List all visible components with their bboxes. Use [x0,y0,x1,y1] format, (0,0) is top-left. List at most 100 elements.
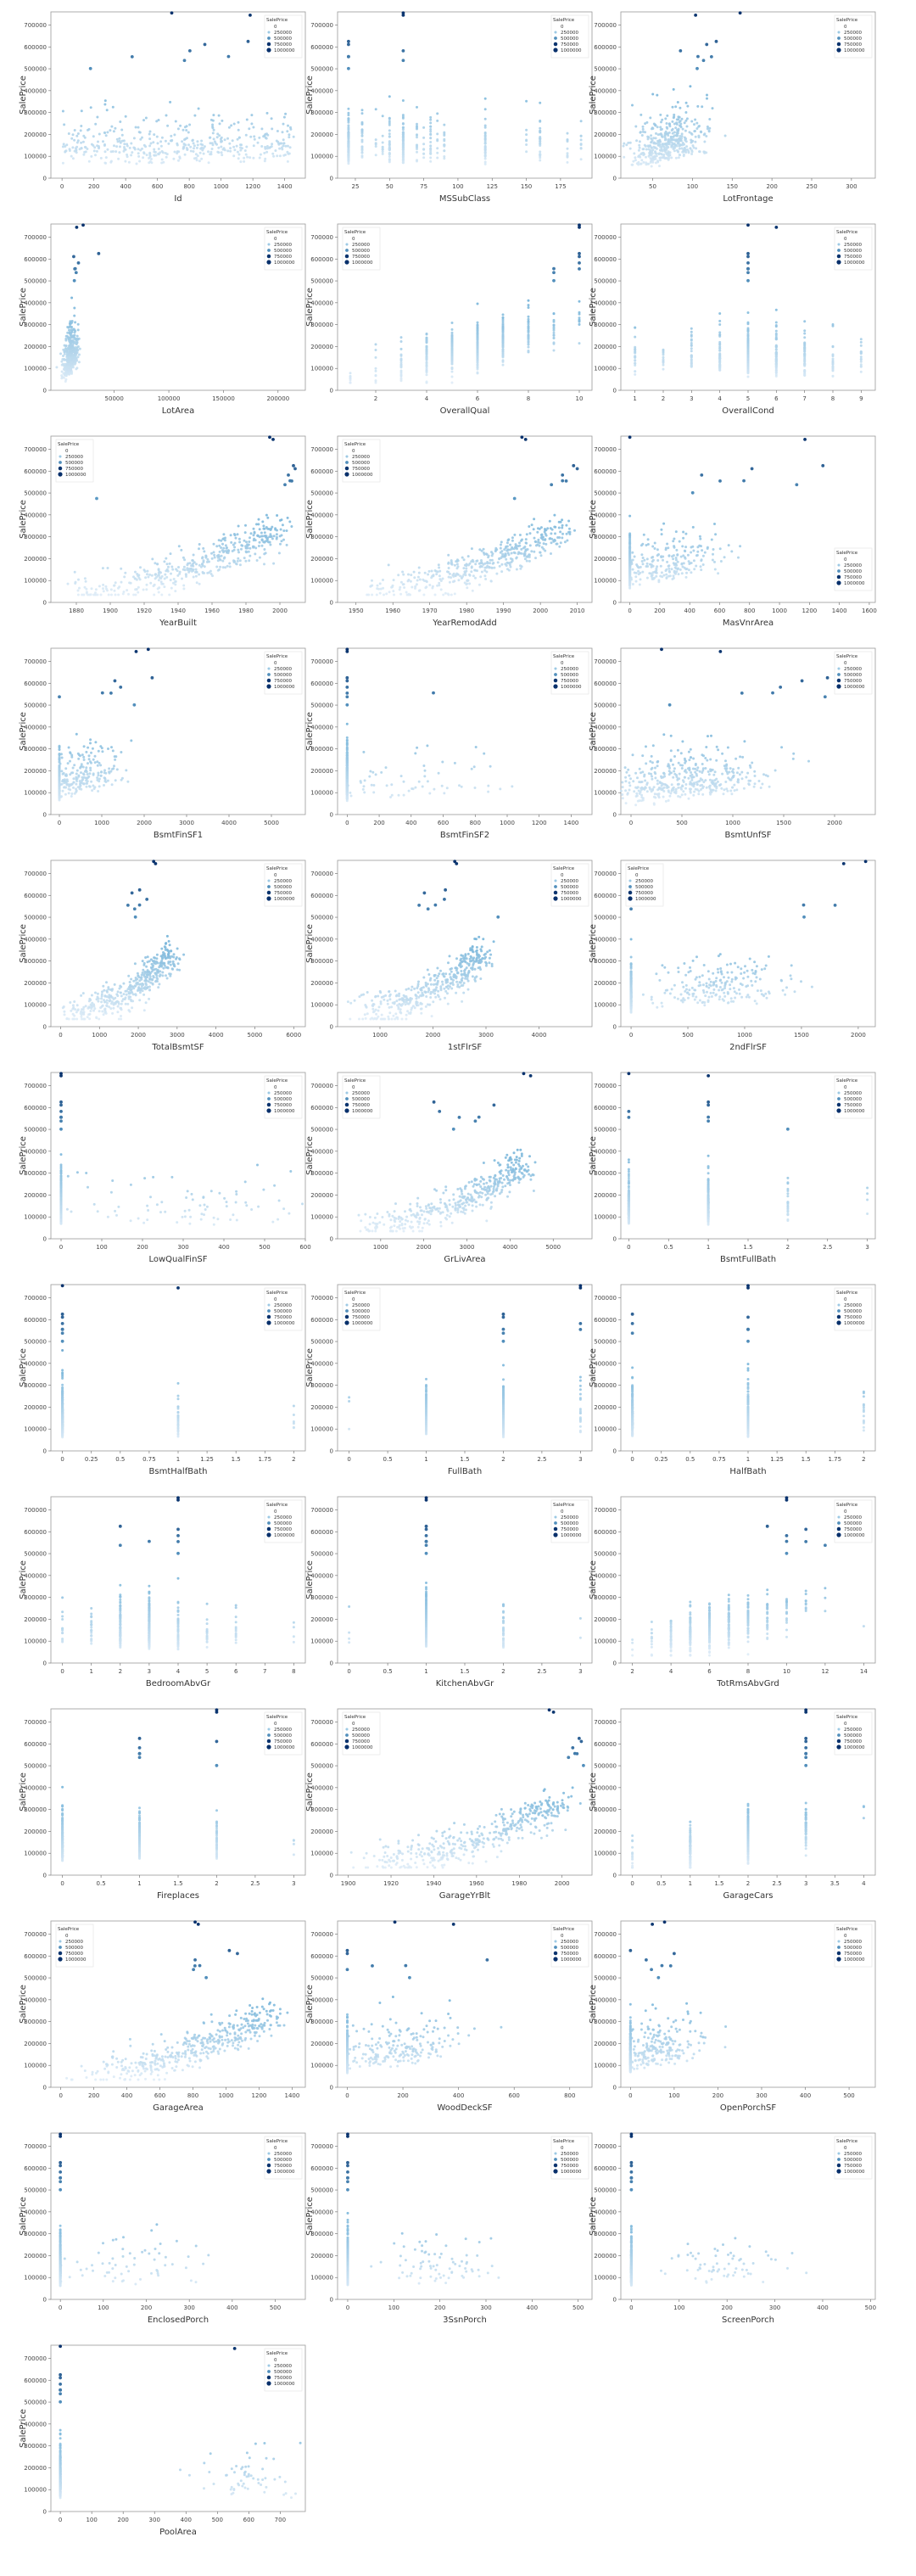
y-axis-label: SalePrice [19,500,28,539]
bulk-point [746,367,750,370]
bulk-point [149,581,153,585]
bulk-point [97,790,100,792]
bulk-point [641,557,645,559]
y-tick-label: 700000 [24,234,47,241]
bulk-point [705,135,708,137]
bulk-point [274,527,277,530]
bulk-point [198,573,201,576]
bulk-point [634,326,637,329]
bulk-point [443,149,446,153]
bulk-point [476,366,479,369]
bulk-point [456,565,460,568]
bulk-point [566,539,569,542]
bulk-point [61,779,64,782]
bulk-point [634,575,638,579]
legend-marker [553,42,558,47]
bulk-point [360,155,364,159]
bulk-point [145,154,148,157]
bulk-point [347,162,350,165]
bulk-point [527,325,530,328]
bulk-point [198,563,201,567]
bulk-point [120,751,123,753]
bulk-point [625,143,628,147]
bulk-point [159,580,163,584]
bulk-point [527,345,530,349]
bulk-point [120,567,123,570]
scatter-panel-masvnrarea: 0100000200000300000400000500000600000700… [589,435,877,628]
bulk-point [123,146,126,148]
bulk-point [640,553,644,557]
bulk-point [416,126,418,129]
bulk-point [660,156,663,160]
bulk-point [60,377,64,380]
bulk-point [686,104,690,108]
bulk-point [628,141,632,144]
data-point [76,261,81,265]
bulk-point [520,565,523,568]
bulk-point [159,144,163,148]
bulk-point [64,145,67,148]
legend-marker [345,461,349,464]
bulk-point [69,752,72,755]
bulk-point [85,785,88,788]
bulk-point [656,126,659,129]
x-tick-label: 150000 [212,395,235,402]
bulk-point [232,154,236,158]
bulk-point [261,535,265,538]
bulk-point [706,93,708,97]
bulk-point [186,563,189,567]
bulk-point [234,536,237,540]
bulk-point [578,300,581,303]
bulk-point [444,591,447,595]
bulk-point [86,148,89,150]
bulk-point [506,568,509,571]
bulk-point [60,363,64,367]
bulk-point [634,348,637,351]
bulk-point [659,159,662,162]
bulk-point [399,585,402,589]
bulk-point [265,132,268,136]
bulk-point [438,574,441,578]
bulk-point [381,148,384,151]
x-tick-label: 800 [183,183,194,190]
bulk-point [523,552,527,556]
scatter-panel-yearbuilt: 0100000200000300000400000500000600000700… [19,435,306,628]
bulk-point [60,360,64,363]
y-tick-label: 700000 [310,658,333,665]
y-tick-label: 600000 [594,44,617,51]
y-tick-label: 0 [613,176,617,182]
x-axis-label: BsmtFinSF2 [440,831,489,840]
x-tick-label: 2000 [137,820,152,826]
bulk-point [157,152,160,155]
data-point [292,463,295,468]
bulk-point [427,569,431,573]
bulk-point [658,165,661,168]
bulk-point [63,123,66,126]
bulk-point [803,346,807,350]
bulk-point [75,769,79,772]
bulk-point [527,340,530,344]
bulk-point [539,120,542,123]
bulk-point [122,591,126,593]
bulk-point [663,157,667,160]
x-tick-label: 8 [527,395,530,402]
bulk-point [78,780,81,783]
bulk-point [65,778,69,781]
bulk-point [157,579,160,582]
bulk-point [98,777,101,781]
y-tick-label: 200000 [594,132,617,138]
y-axis-label: SalePrice [19,76,28,115]
bulk-point [662,143,664,146]
bulk-point [231,550,234,552]
bulk-point [672,540,675,543]
bulk-point [533,536,536,540]
legend-entry: 500000 [352,249,370,254]
bulk-point [684,546,688,549]
bulk-point [476,329,479,333]
bulk-point [160,574,164,578]
y-tick-label: 300000 [310,534,333,540]
bulk-point [172,578,176,580]
data-point [290,479,293,483]
bulk-point [89,766,92,770]
